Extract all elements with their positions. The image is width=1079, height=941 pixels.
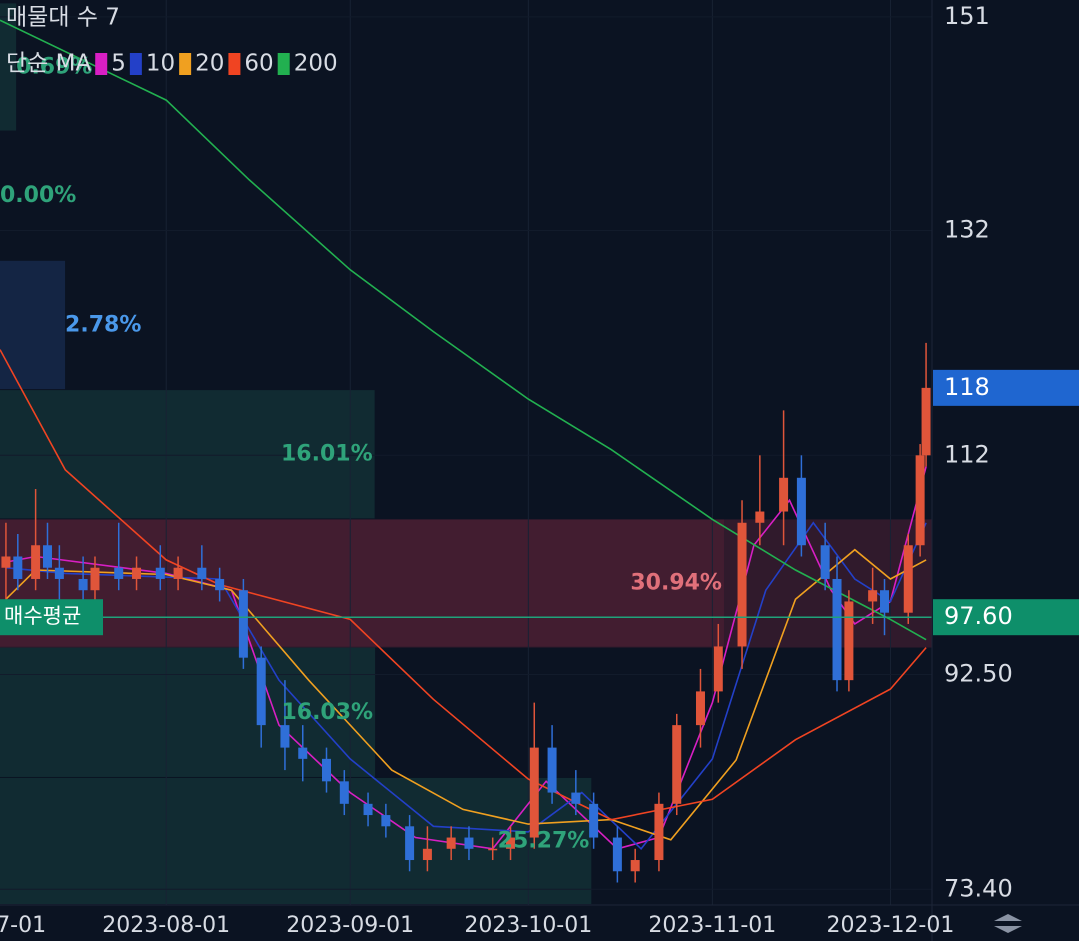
x-tick-label: 2023-07-01 bbox=[0, 913, 46, 938]
candle-body bbox=[832, 578, 842, 681]
y-tick-label: 73.40 bbox=[944, 874, 1013, 902]
candle-body bbox=[422, 848, 432, 861]
candle-body bbox=[173, 567, 183, 579]
volume-band bbox=[0, 519, 724, 647]
candle-body bbox=[381, 815, 391, 827]
candle-body bbox=[78, 578, 88, 591]
legend-swatch bbox=[277, 53, 290, 75]
y-tick-label: 112 bbox=[944, 440, 990, 468]
x-tick-label: 2023-12-01 bbox=[827, 913, 955, 938]
candle-body bbox=[42, 545, 52, 568]
candle-body bbox=[672, 725, 682, 804]
candle-body bbox=[54, 567, 64, 579]
candle-body bbox=[363, 803, 373, 816]
candle-body bbox=[737, 522, 747, 647]
legend-label: 5 bbox=[111, 51, 126, 77]
candle-body bbox=[779, 477, 789, 512]
x-tick-label: 2023-11-01 bbox=[648, 913, 776, 938]
volume-band bbox=[0, 3, 17, 131]
candle-body bbox=[405, 826, 415, 861]
candle-body bbox=[280, 725, 290, 748]
legend-label: 200 bbox=[294, 51, 338, 77]
x-tick-label: 2023-08-01 bbox=[102, 913, 230, 938]
candle-body bbox=[31, 545, 41, 579]
candle-body bbox=[215, 578, 225, 591]
avg-price-axis-bg bbox=[933, 599, 1079, 636]
volume-band-label: 25.27% bbox=[498, 828, 590, 853]
candle-body bbox=[612, 837, 622, 872]
candle-body bbox=[238, 590, 248, 658]
candle-body bbox=[155, 567, 165, 579]
legend-title: 단순 MA bbox=[6, 51, 91, 77]
candle-body bbox=[298, 747, 308, 759]
candle-body bbox=[796, 477, 806, 546]
legend-label: 20 bbox=[195, 51, 224, 77]
last-price-axis-label: 118 bbox=[944, 373, 990, 401]
candle-body bbox=[132, 567, 142, 579]
candle-body bbox=[446, 837, 456, 849]
candle-body bbox=[820, 545, 830, 579]
candle-body bbox=[197, 567, 207, 579]
candle-body bbox=[114, 567, 124, 579]
candle-body bbox=[547, 747, 557, 793]
candle-body bbox=[256, 657, 266, 726]
candle-body bbox=[868, 590, 878, 602]
avg-price-axis-label: 97.60 bbox=[944, 602, 1013, 630]
candle-body bbox=[921, 387, 931, 456]
chart-title: 매물대 수 7 bbox=[6, 5, 120, 31]
legend-swatch bbox=[228, 53, 241, 75]
volume-band bbox=[0, 260, 66, 390]
candle-body bbox=[695, 691, 705, 726]
candle-body bbox=[844, 601, 854, 681]
volume-band-label: 0.00% bbox=[0, 183, 76, 208]
candle-body bbox=[506, 837, 516, 849]
candle-body bbox=[529, 747, 539, 838]
volume-band-label: 2.78% bbox=[65, 312, 141, 337]
x-tick-label: 2023-10-01 bbox=[464, 913, 592, 938]
legend-swatch bbox=[95, 53, 108, 75]
y-tick-label: 132 bbox=[944, 215, 990, 243]
avg-price-tag-bg bbox=[0, 599, 103, 636]
legend-label: 60 bbox=[244, 51, 273, 77]
volume-band bbox=[0, 390, 375, 519]
volume-band bbox=[0, 647, 376, 777]
candle-body bbox=[589, 803, 599, 838]
candle-body bbox=[630, 860, 640, 872]
ma-line bbox=[5, 548, 927, 841]
x-tick-label: 2023-09-01 bbox=[286, 913, 414, 938]
candle-body bbox=[654, 803, 664, 861]
legend: 단순 MA 5 10 20 60 200 bbox=[6, 51, 338, 77]
scale-toggle-icon[interactable] bbox=[994, 914, 1022, 933]
ma-line bbox=[0, 349, 927, 821]
legend-swatch bbox=[129, 53, 142, 75]
candle-body bbox=[339, 781, 349, 804]
ma-line bbox=[0, 19, 927, 641]
legend-swatch bbox=[179, 53, 192, 75]
y-tick-label: 151 bbox=[944, 2, 990, 30]
candle-body bbox=[90, 567, 100, 591]
last-price-axis-bg bbox=[933, 369, 1079, 406]
candle-body bbox=[488, 848, 498, 851]
candle-body bbox=[1, 556, 11, 568]
candle-body bbox=[321, 758, 331, 782]
candle-body bbox=[464, 837, 474, 849]
volume-band-label: 16.01% bbox=[281, 442, 373, 467]
candle-body bbox=[755, 511, 765, 523]
candle-body bbox=[713, 646, 723, 692]
avg-band-highlight bbox=[0, 519, 932, 648]
legend-label: 10 bbox=[146, 51, 175, 77]
volume-band-label: 0.69% bbox=[16, 54, 92, 79]
y-tick-label: 92.50 bbox=[944, 660, 1013, 688]
volume-band-label: 16.03% bbox=[281, 700, 373, 725]
plot-area bbox=[0, 0, 932, 905]
volume-band-label: 30.94% bbox=[630, 570, 722, 595]
candle-body bbox=[571, 792, 581, 804]
candle-body bbox=[13, 556, 23, 579]
overlay: 25.27% 16.03% 30.94% 16.01% 2.78% 0.00% 0.69% 매… bbox=[0, 54, 722, 853]
candle-body bbox=[903, 545, 913, 613]
candle-body bbox=[880, 590, 890, 613]
avg-price-name: 매수평균 bbox=[4, 604, 81, 628]
candle-body bbox=[915, 455, 925, 546]
